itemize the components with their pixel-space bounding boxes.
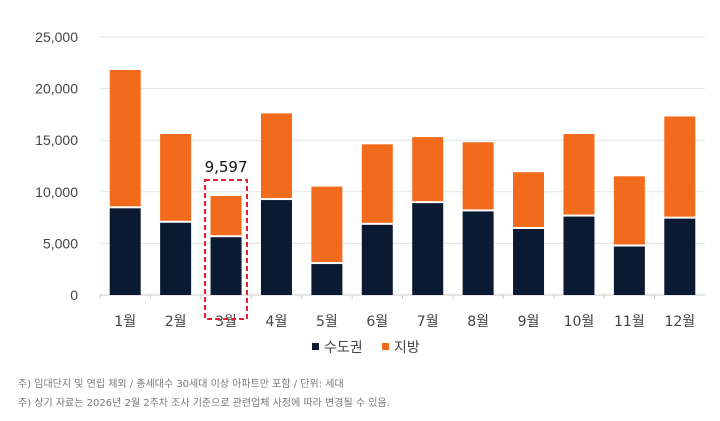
bar-sudogwon: [664, 218, 696, 295]
x-tick-label: 3월: [215, 314, 237, 330]
x-tick-label: 6월: [366, 314, 388, 330]
bar-sudogwon: [160, 222, 192, 295]
bar-jibang: [260, 113, 292, 199]
bar-jibang: [210, 195, 242, 236]
bar-sudogwon: [462, 211, 494, 295]
bar-sudogwon: [412, 203, 444, 295]
highlight-box: [204, 178, 249, 320]
y-tick-label: 20,000: [35, 81, 78, 97]
y-tick-label: 25,000: [35, 29, 78, 45]
y-tick-label: 10,000: [35, 184, 78, 200]
bar-sudogwon: [563, 216, 595, 295]
bar-jibang: [664, 116, 696, 217]
stacked-bar-chart: 0 5,000 10,000 15,000 20,000 25,000 1월 2월 3월 9,59…: [35, 29, 705, 356]
bar-jibang: [613, 176, 645, 245]
bar-jibang: [462, 142, 494, 210]
bar-jibang: [412, 137, 444, 202]
legend-label: 지방: [394, 340, 420, 356]
bar-jibang: [361, 144, 393, 223]
footnote-1: 주) 임대단지 및 연립 제외 / 총세대수 30세대 이상 아파트만 포함 /…: [18, 379, 344, 390]
bar-jibang: [160, 134, 192, 221]
y-tick-label: 0: [70, 287, 78, 303]
legend-swatch: [382, 343, 389, 350]
legend-label: 수도권: [324, 340, 363, 356]
bar-sudogwon: [613, 246, 645, 295]
legend-swatch: [312, 343, 319, 350]
bar-sudogwon: [311, 264, 343, 295]
x-tick-label: 5월: [316, 314, 338, 330]
x-tick-label: 8월: [467, 314, 489, 330]
bar-sudogwon: [260, 200, 292, 295]
x-tick-label: 10월: [564, 314, 595, 330]
x-tick-label: 2월: [165, 314, 187, 330]
bar-jibang: [311, 186, 343, 263]
bar-jibang: [563, 134, 595, 215]
footnote-2: 주) 상기 자료는 2026년 2월 2주차 조사 기준으로 관련업체 사정에 …: [18, 398, 390, 409]
bar-sudogwon: [513, 228, 545, 295]
x-tick-label: 7월: [417, 314, 439, 330]
bar-sudogwon: [361, 224, 393, 295]
x-tick-label: 1월: [114, 314, 136, 330]
bar-jibang: [513, 172, 545, 227]
bar-sudogwon: [210, 237, 242, 295]
x-tick-label: 4월: [266, 314, 288, 330]
x-tick-label: 12월: [664, 314, 695, 330]
bar-sudogwon: [109, 208, 141, 295]
data-label: 9,597: [205, 158, 248, 176]
y-tick-label: 15,000: [35, 132, 78, 148]
bar-jibang: [109, 70, 141, 207]
x-tick-label: 9월: [518, 314, 540, 330]
y-tick-label: 5,000: [43, 235, 78, 251]
x-tick-label: 11월: [614, 314, 645, 330]
